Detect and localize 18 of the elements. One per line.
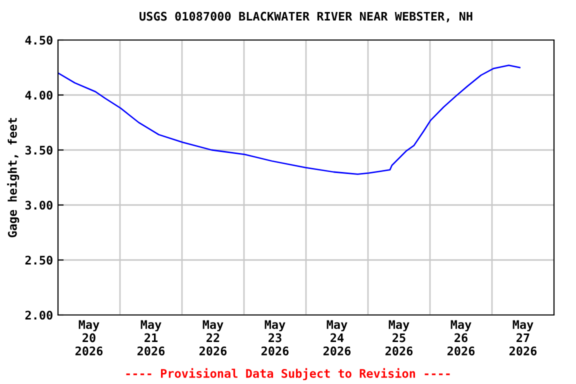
x-tick-label: May 22 2026 (199, 320, 227, 356)
x-tick-label: May 21 2026 (137, 320, 165, 356)
line-series (58, 64, 520, 175)
x-tick-label: May 26 2026 (447, 320, 475, 356)
y-tick-label: 3.00 (25, 200, 52, 210)
x-tick-label: May 24 2026 (323, 320, 351, 356)
chart-title: USGS 01087000 BLACKWATER RIVER NEAR WEBSTER, NH (140, 12, 472, 22)
x-tick-label: May 23 2026 (261, 320, 289, 356)
y-tick-label: 3.50 (25, 146, 52, 155)
y-tick-label: 4.50 (25, 36, 52, 45)
x-tick-label: May 27 2026 (509, 320, 537, 356)
text: ---- Provisional Data Subject to Revision ---- (126, 368, 450, 380)
y-tick-label: 2.00 (25, 310, 52, 320)
x-tick-label: May 25 2026 (385, 320, 413, 356)
y-axis-title: Gage height, feet (7, 118, 20, 238)
y-tick-label: 2.50 (25, 256, 52, 265)
x-tick-label: May 20 2026 (75, 320, 103, 356)
y-tick-label: 4.00 (25, 90, 52, 100)
